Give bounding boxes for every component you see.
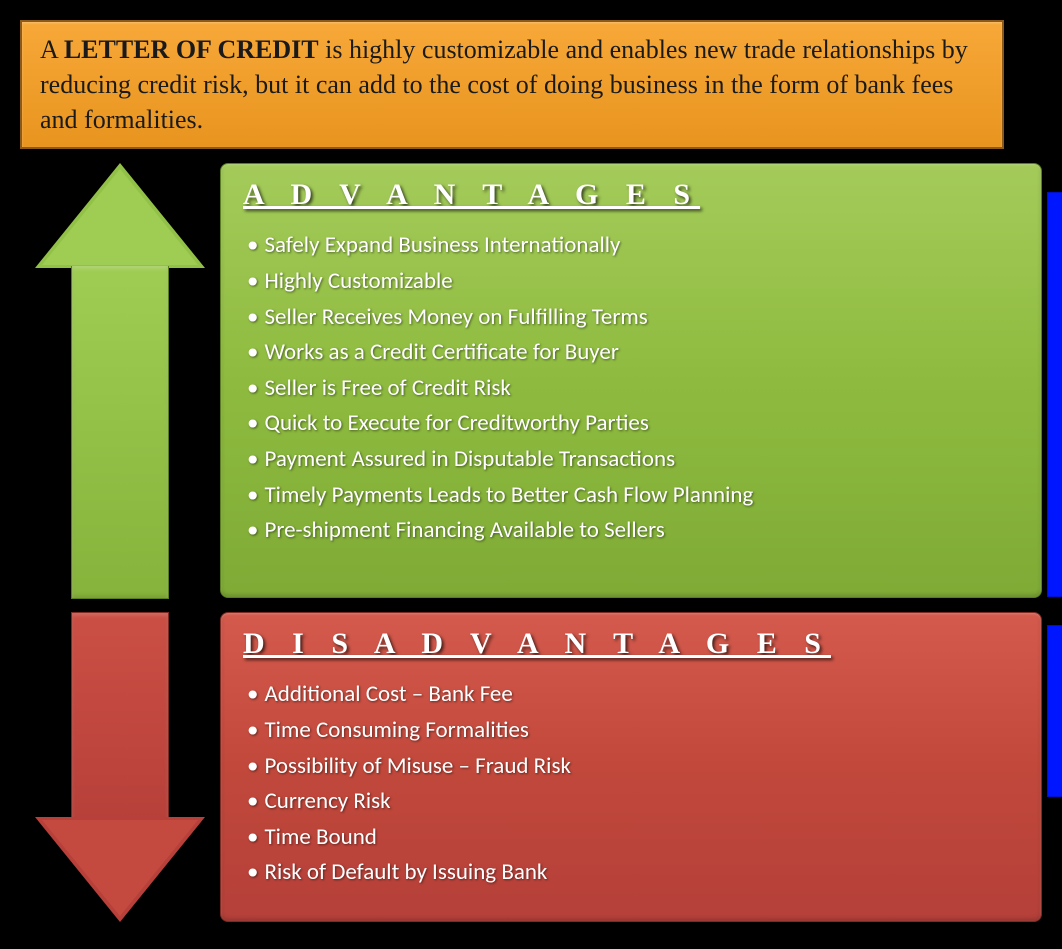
list-item: Quick to Execute for Creditworthy Partie… [247,406,1021,442]
list-item: Time Bound [247,820,1021,856]
list-item: Works as a Credit Certificate for Buyer [247,335,1021,371]
advantages-row: A D V A N T A G E S Safely Expand Busine… [20,163,1042,598]
advantages-panel: A D V A N T A G E S Safely Expand Busine… [220,163,1042,598]
disadvantages-panel: D I S A D V A N T A G E S Additional Cos… [220,612,1042,922]
accent-bar [1047,625,1062,797]
list-item: Risk of Default by Issuing Bank [247,855,1021,891]
header-prefix: A [40,35,64,64]
advantages-title: A D V A N T A G E S [243,178,1021,212]
list-item: Seller is Free of Credit Risk [247,371,1021,407]
list-item: Safely Expand Business Internationally [247,228,1021,264]
advantages-list: Safely Expand Business Internationally H… [241,228,1021,549]
disadvantages-row: D I S A D V A N T A G E S Additional Cos… [20,612,1042,922]
header-bold: LETTER OF CREDIT [64,35,319,64]
arrow-down-col [20,612,220,922]
arrow-up-col [20,163,220,598]
arrow-down-icon [55,612,185,922]
list-item: Timely Payments Leads to Better Cash Flo… [247,478,1021,514]
disadvantages-list: Additional Cost – Bank Fee Time Consumin… [241,677,1021,891]
header-box: A LETTER OF CREDIT is highly customizabl… [20,20,1004,149]
list-item: Possibility of Misuse – Fraud Risk [247,749,1021,785]
arrow-up-icon [55,163,185,598]
list-item: Currency Risk [247,784,1021,820]
list-item: Payment Assured in Disputable Transactio… [247,442,1021,478]
list-item: Seller Receives Money on Fulfilling Term… [247,300,1021,336]
list-item: Additional Cost – Bank Fee [247,677,1021,713]
disadvantages-title: D I S A D V A N T A G E S [243,627,1021,661]
accent-bar [1047,192,1062,597]
list-item: Highly Customizable [247,264,1021,300]
list-item: Time Consuming Formalities [247,713,1021,749]
list-item: Pre-shipment Financing Available to Sell… [247,513,1021,549]
